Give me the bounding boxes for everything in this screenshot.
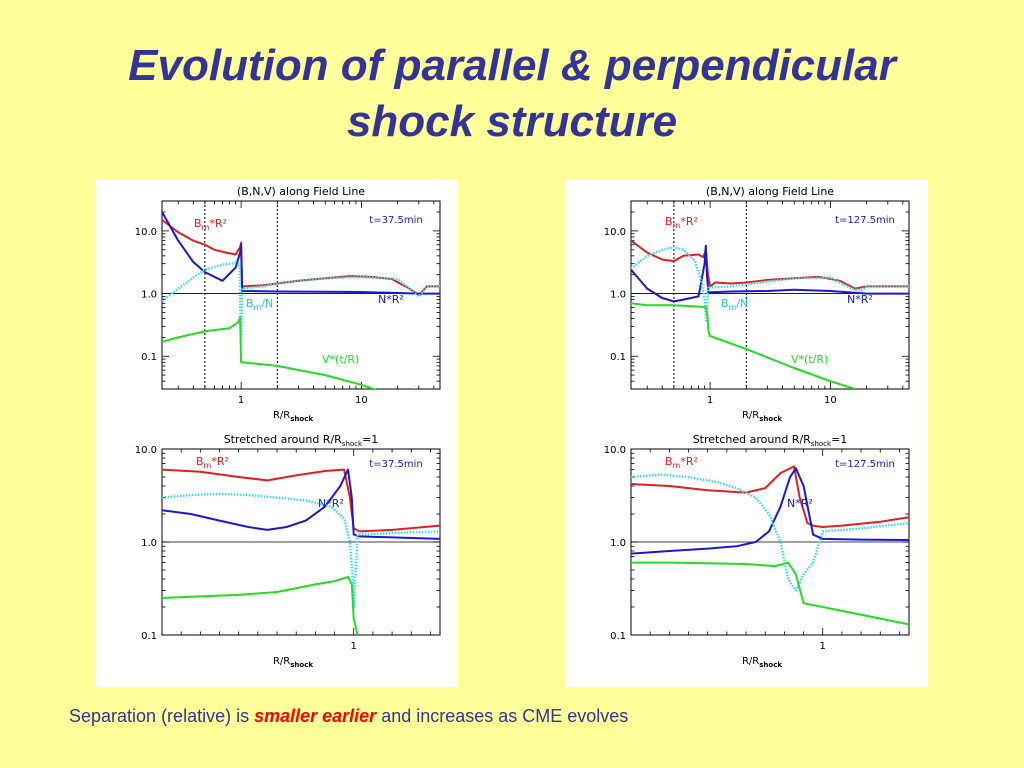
series-line-n-r2 xyxy=(631,467,909,555)
y-tick-label: 0.1 xyxy=(141,352,157,363)
series-line-n-r2 xyxy=(631,244,909,303)
chart-title: (B,N,V) along Field Line xyxy=(237,185,365,198)
y-tick-label: 1.0 xyxy=(141,538,157,549)
caption-emphasis: smaller earlier xyxy=(254,706,377,726)
x-axis-label: R/Rshock xyxy=(273,410,313,423)
y-tick-label: 0.1 xyxy=(141,631,157,642)
time-label: t=127.5min xyxy=(835,459,895,470)
y-tick-label: 1.0 xyxy=(610,538,626,549)
series-label: N*R² xyxy=(847,293,873,306)
chart-left-top: (B,N,V) along Field Line 10.0 1.0 0.1 1 10 R/R… xyxy=(135,185,441,423)
plot-frame xyxy=(161,200,441,390)
series-label: Bm/N xyxy=(246,297,273,312)
time-label: t=37.5min xyxy=(369,459,422,470)
series-line-bm-n xyxy=(631,473,909,592)
time-label: t=37.5min xyxy=(369,215,422,226)
series-line-n-r2 xyxy=(162,211,440,295)
y-tick-label: 0.1 xyxy=(610,631,626,642)
y-tick-label: 10.0 xyxy=(135,227,157,238)
series-line-bm-r2 xyxy=(631,465,909,528)
y-tick-label: 1.0 xyxy=(141,290,157,301)
series-line-bm-n xyxy=(162,492,440,609)
y-tick-label: 10.0 xyxy=(604,445,626,456)
x-tick-label: 10 xyxy=(355,395,368,406)
chart-left-bottom: Stretched around R/Rshock=1 10.0 1.0 0.1 1 R/… xyxy=(135,433,441,669)
y-tick-label: 1.0 xyxy=(610,290,626,301)
series-line-bm-r2 xyxy=(162,468,440,533)
x-tick-label: 1 xyxy=(238,395,244,406)
series-label: N*R² xyxy=(318,497,344,510)
caption-before: Separation (relative) is xyxy=(69,706,255,726)
x-tick-label: 1 xyxy=(351,641,357,652)
series-line-v-t-r- xyxy=(631,561,909,626)
time-label: t=127.5min xyxy=(835,215,895,226)
chart-title: Stretched around R/Rshock=1 xyxy=(693,433,848,448)
x-axis-label: R/Rshock xyxy=(273,656,313,669)
series-label: V*(t/R) xyxy=(322,353,359,366)
title-line-2: shock structure xyxy=(346,97,678,146)
series-line-bm-n xyxy=(162,261,440,339)
slide-title: Evolution of parallel & perpendicular sh… xyxy=(0,38,1024,150)
series-label: Bm*R² xyxy=(194,217,227,232)
chart-title: Stretched around R/Rshock=1 xyxy=(224,433,379,448)
series-line-v-t-r- xyxy=(631,302,856,389)
y-tick-label: 10.0 xyxy=(135,445,157,456)
series-line-v-t-r- xyxy=(162,316,416,389)
series-label: N*R² xyxy=(787,497,813,510)
x-axis-label: R/Rshock xyxy=(742,656,782,669)
x-tick-label: 1 xyxy=(820,641,826,652)
series-line-v-t-r- xyxy=(162,576,359,635)
series-label: Bm*R² xyxy=(665,215,698,230)
title-line-1: Evolution of parallel & perpendicular xyxy=(128,41,896,90)
chart-title: (B,N,V) along Field Line xyxy=(706,185,834,198)
x-axis-label: R/Rshock xyxy=(742,410,782,423)
y-tick-label: 10.0 xyxy=(604,227,626,238)
series-label: Bm/N xyxy=(721,297,748,312)
series-label: Bm*R² xyxy=(196,455,229,470)
chart-right-top: (B,N,V) along Field Line 10.0 1.0 0.1 1 10 R/R… xyxy=(604,185,910,423)
series-line-bm-r2 xyxy=(631,239,909,290)
series-label: Bm*R² xyxy=(665,455,698,470)
series-label: N*R² xyxy=(378,293,404,306)
x-tick-label: 1 xyxy=(707,395,713,406)
chart-right-bottom: Stretched around R/Rshock=1 10.0 1.0 0.1 1 R/… xyxy=(604,433,910,669)
right-figure: (B,N,V) along Field Line 10.0 1.0 0.1 1 10 R/R… xyxy=(565,179,928,687)
caption: Separation (relative) is smaller earlier… xyxy=(69,706,628,727)
x-tick-label: 10 xyxy=(824,395,837,406)
y-tick-label: 0.1 xyxy=(610,352,626,363)
left-figure: (B,N,V) along Field Line 10.0 1.0 0.1 1 10 R/R… xyxy=(96,179,458,687)
series-label: V*(t/R) xyxy=(791,353,828,366)
caption-after: and increases as CME evolves xyxy=(376,706,629,726)
series-line-bm-n xyxy=(631,245,909,324)
plot-frame xyxy=(630,200,910,390)
